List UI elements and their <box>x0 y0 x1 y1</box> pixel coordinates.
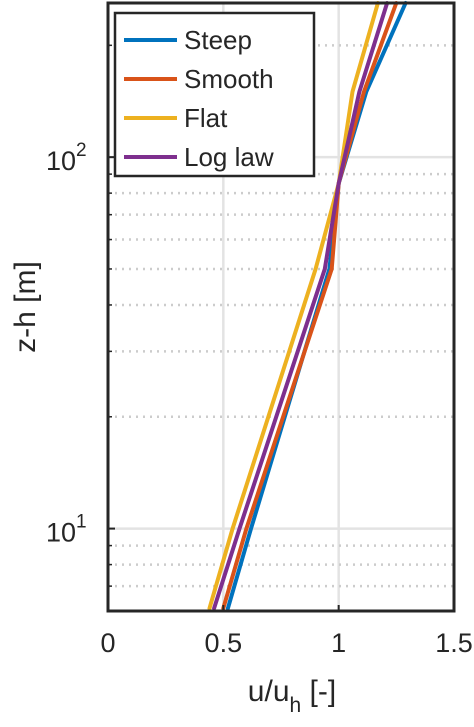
x-tick-label: 1 <box>331 628 346 658</box>
grid <box>106 3 456 613</box>
legend-label: Log law <box>184 142 274 172</box>
y-tick-label: 101 <box>46 512 87 548</box>
legend: Steep Smooth Flat Log law <box>113 11 316 178</box>
legend-label: Steep <box>184 25 252 55</box>
y-tick-label: 102 <box>46 140 87 176</box>
x-tick-label: 1.5 <box>435 628 473 658</box>
x-tick-label: 0 <box>100 628 115 658</box>
series-lines <box>207 1 408 611</box>
plot-frame <box>106 1 456 613</box>
x-axis-label: u/uh [-] <box>248 675 336 717</box>
y-axis-label: z-h [m] <box>9 261 42 353</box>
legend-label: Flat <box>184 103 228 133</box>
x-tick-label: 0.5 <box>205 628 243 658</box>
series-line-smooth <box>221 1 399 611</box>
legend-label: Smooth <box>184 64 274 94</box>
series-line-flat <box>207 1 380 611</box>
y-axis-ticks: 101 102 <box>46 44 115 612</box>
series-line-log-law <box>212 1 390 611</box>
x-axis-ticks: 0 0.5 1 1.5 <box>100 605 473 658</box>
